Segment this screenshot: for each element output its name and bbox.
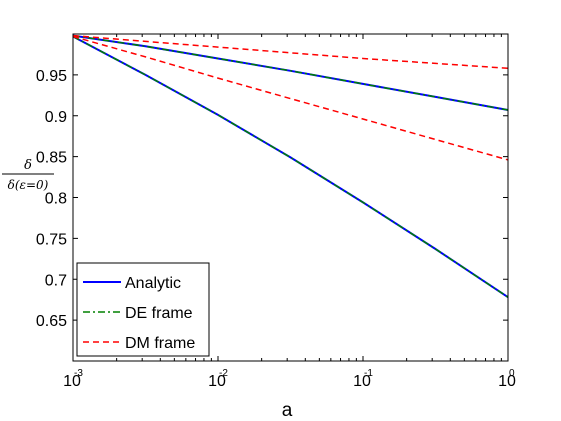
- x-tick-exponent: -1: [364, 368, 373, 379]
- series-line-dm-frame-1: [72, 34, 509, 70]
- x-tick-exponent: 0: [509, 368, 515, 379]
- x-tick-exponent: -2: [219, 368, 228, 379]
- series-line-de-frame-2: [72, 35, 509, 298]
- x-tick-label: 10: [498, 373, 516, 390]
- x-tick-label: 10: [63, 373, 81, 390]
- legend-box: [76, 262, 210, 357]
- x-tick-label: 10: [208, 373, 226, 390]
- legend-items: Analytic DE frame DM frame: [83, 275, 195, 352]
- legend-label-analytic: Analytic: [125, 275, 181, 292]
- y-tick-label: 0.8: [45, 191, 67, 208]
- series-line-de-frame-1: [72, 34, 509, 111]
- y-tick-label: 0.85: [36, 150, 67, 167]
- y-tick-label: 0.65: [36, 313, 67, 330]
- y-axis-label-denominator: δ(ε=0): [8, 178, 49, 192]
- series-line-dm-frame-2: [72, 35, 509, 161]
- x-tick-label: 10: [353, 373, 371, 390]
- series-layer: [72, 34, 509, 299]
- y-axis-label-numerator: δ: [24, 158, 32, 173]
- y-tick-label: 0.9: [45, 109, 67, 126]
- y-tick-label: 0.7: [45, 272, 67, 289]
- y-tick-label: 0.75: [36, 231, 67, 248]
- y-tick-label: 0.95: [36, 68, 67, 85]
- legend: Analytic DE frame DM frame: [76, 262, 210, 357]
- x-tick-exponent: -3: [74, 368, 83, 379]
- legend-label-dm-frame: DM frame: [125, 335, 195, 352]
- x-axis-label: a: [282, 400, 293, 421]
- y-axis-label: δ δ(ε=0): [2, 158, 54, 192]
- legend-label-de-frame: DE frame: [125, 305, 193, 322]
